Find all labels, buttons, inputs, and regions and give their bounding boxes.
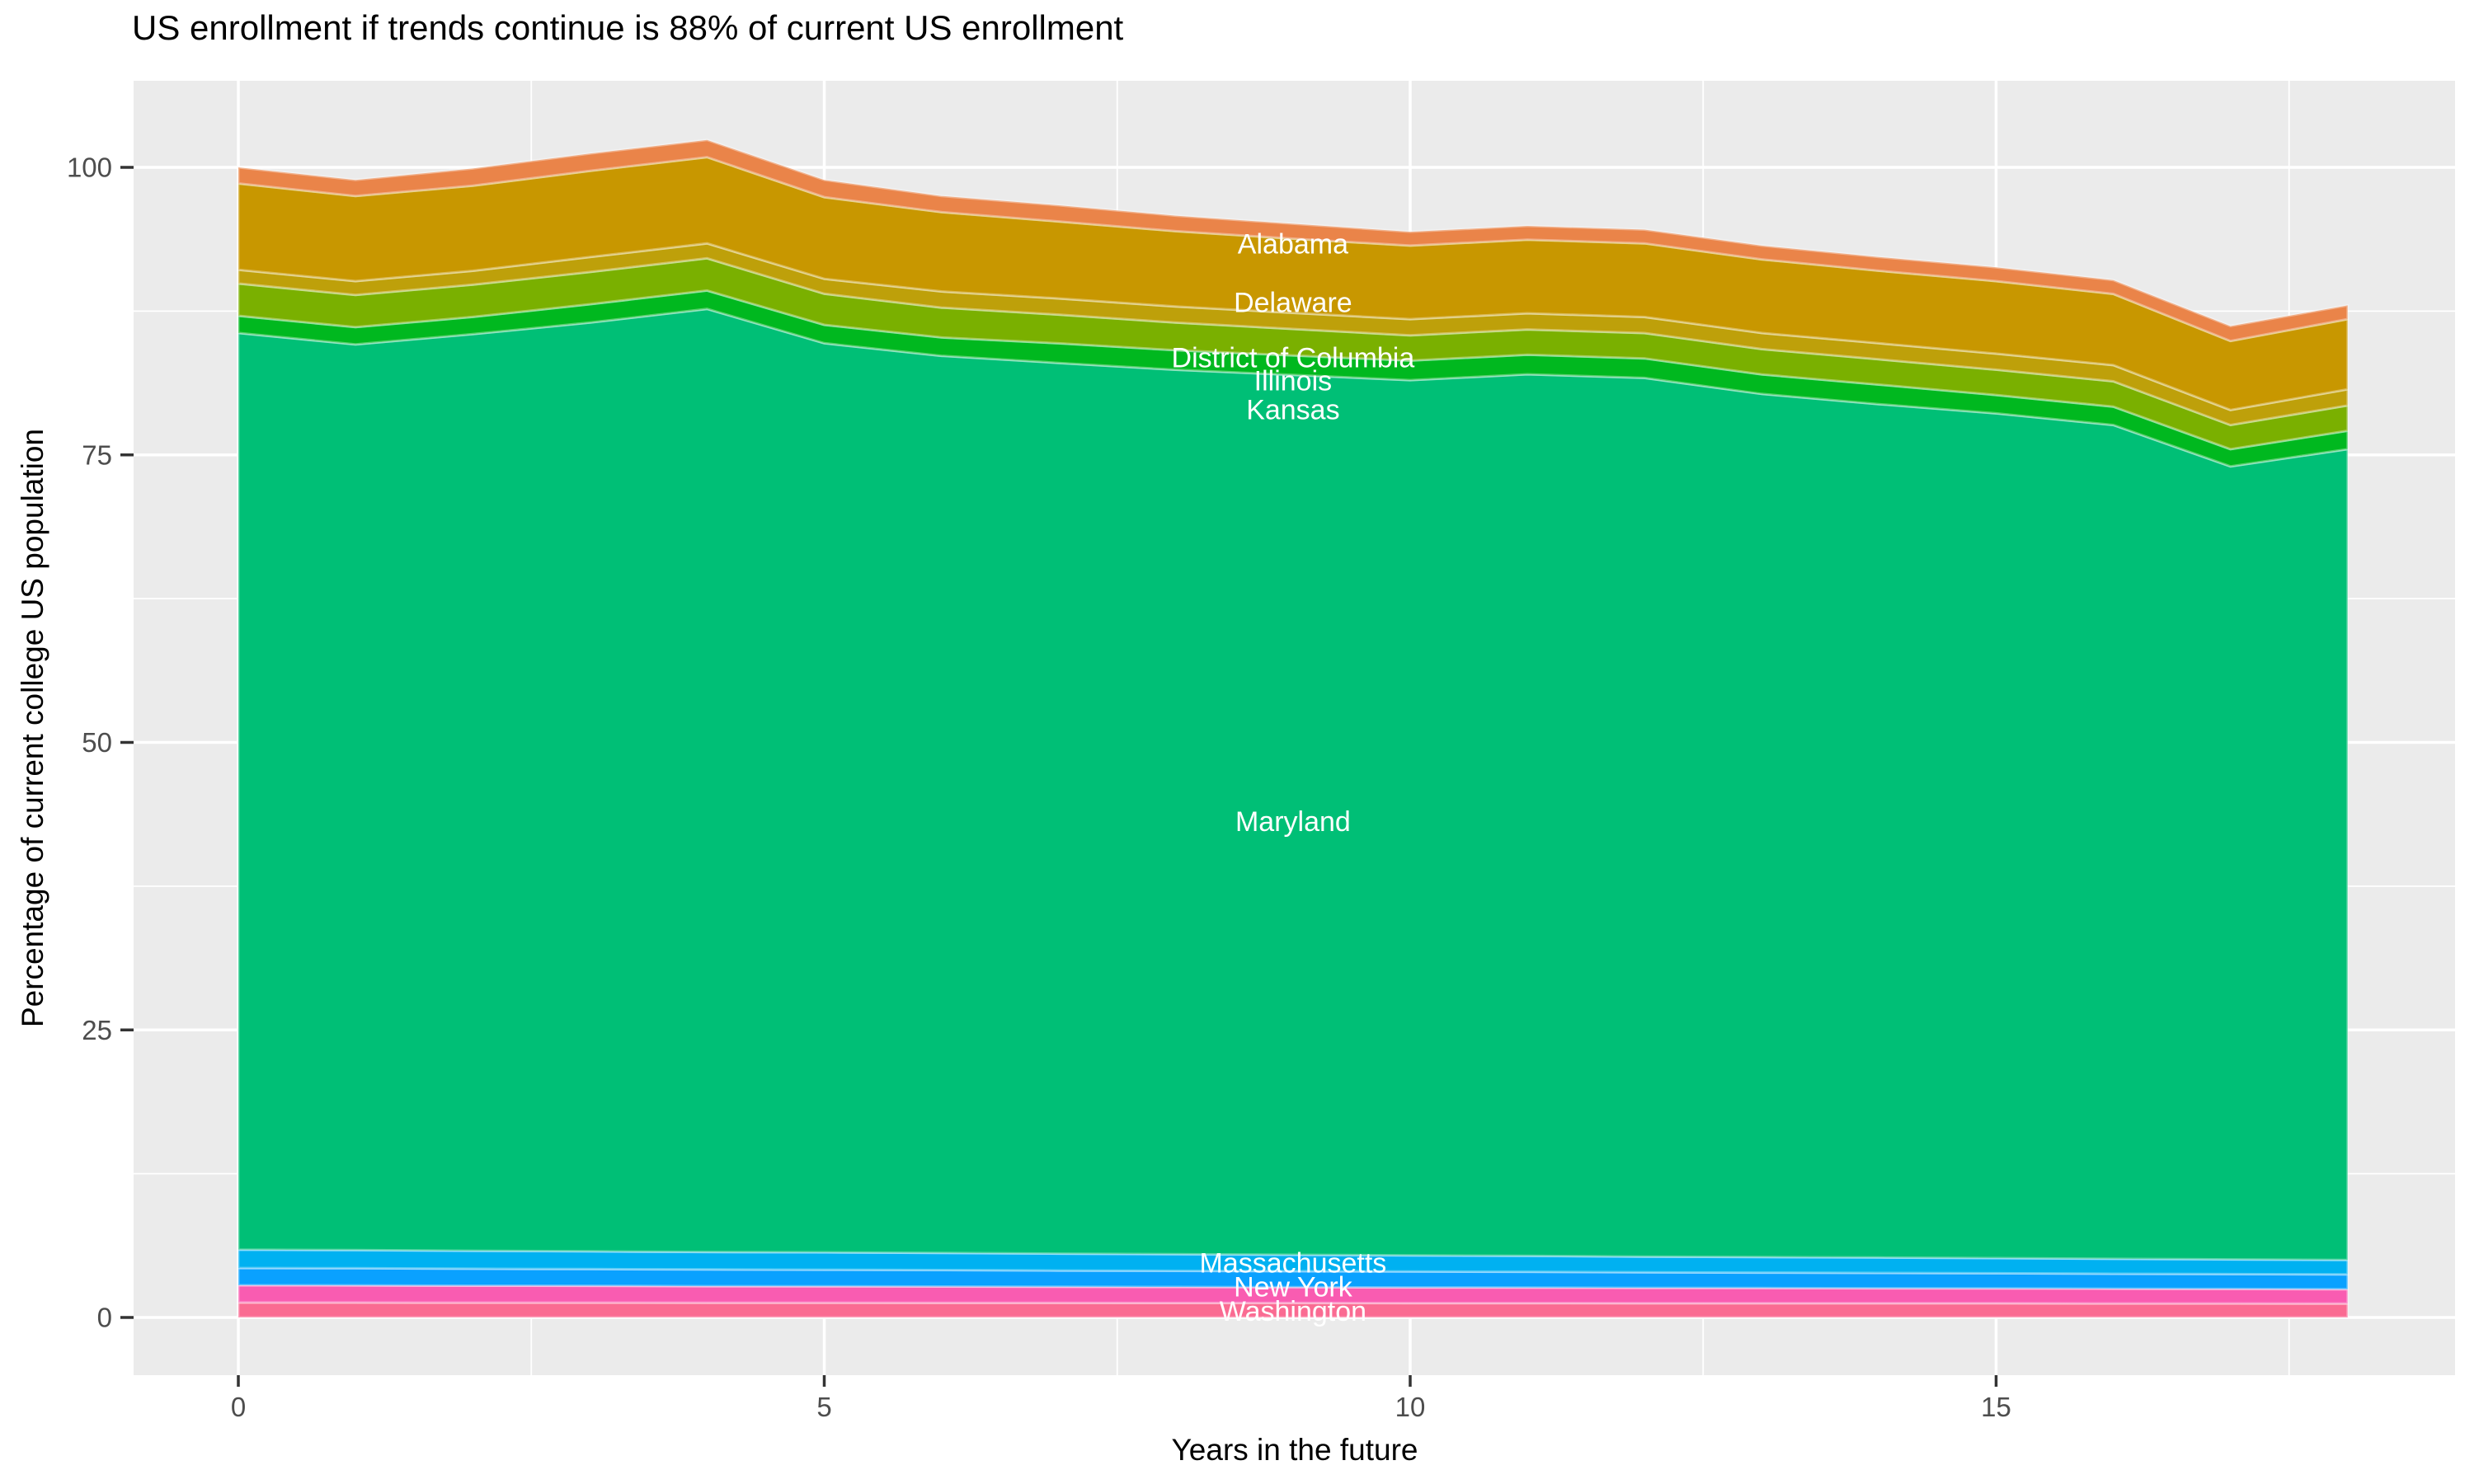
x-tick-label: 5 [816,1392,831,1422]
series-label-massachusetts: Massachusetts [1200,1247,1387,1279]
y-tick-label: 0 [97,1303,112,1333]
area-district-of-columbia [237,242,2349,427]
series-label-maryland: Maryland [1235,806,1351,838]
series-label-washington: Washington [1220,1296,1366,1327]
series-label-kansas: Kansas [1246,394,1339,425]
series-label-illinois: Illinois [1254,365,1332,397]
area-massachusetts [237,1248,2349,1276]
x-tick-label: 15 [1981,1392,2011,1422]
series-label-new-york: New York [1234,1272,1353,1303]
y-tick-label: 100 [67,153,112,183]
series-label-district-of-columbia: District of Columbia [1172,343,1415,374]
x-tick-label: 0 [231,1392,246,1422]
area-alabama [237,139,2349,343]
y-tick-label: 25 [82,1015,112,1045]
area-maryland [237,308,2349,1261]
series-label-alabama: Alabama [1238,228,1348,260]
page-title: US enrollment if trends continue is 88% … [132,8,1124,47]
series-label-delaware: Delaware [1234,288,1352,319]
x-axis-title: Years in the future [1171,1433,1418,1467]
y-tick-label: 75 [82,439,112,470]
area-delaware [237,156,2349,411]
x-tick-label: 10 [1395,1392,1426,1422]
y-axis-title: Percentage of current college US populat… [16,428,49,1028]
y-tick-label: 50 [82,727,112,758]
